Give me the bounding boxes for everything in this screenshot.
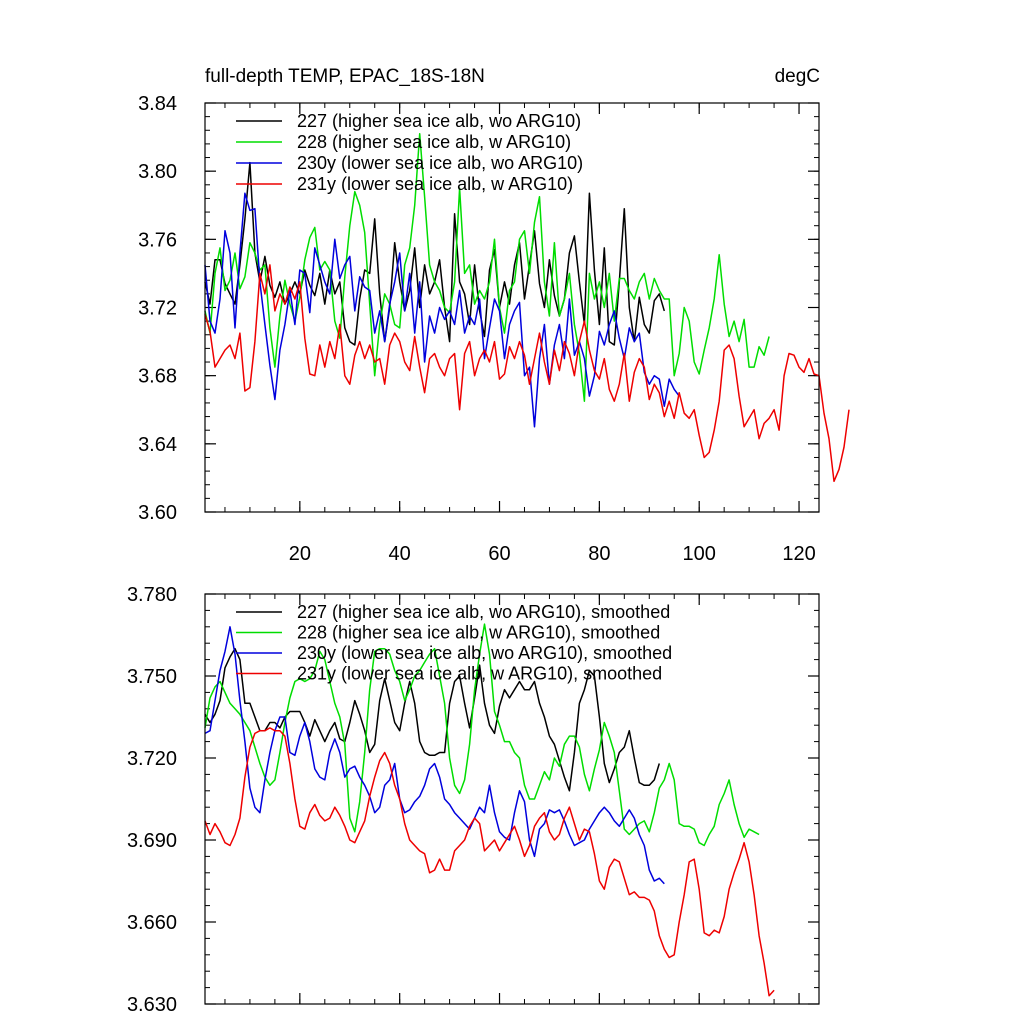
x-tick-label: 20 — [289, 543, 311, 565]
chart-panel-top: full-depth TEMP, EPAC_18S-18N degC 3.603… — [138, 66, 850, 565]
legend-label: 231y (lower sea ice alb, w ARG10) — [297, 174, 573, 194]
y-tick-label: 3.750 — [127, 666, 177, 688]
series-line-2 — [204, 192, 680, 428]
y-tick-label: 3.64 — [138, 434, 177, 456]
series-line-1 — [204, 132, 770, 402]
y-tick-label: 3.76 — [138, 229, 177, 251]
series-lines — [204, 623, 775, 997]
y-tick-label: 3.84 — [138, 93, 177, 115]
y-tick-label: 3.60 — [138, 502, 177, 524]
legend-label: 230y (lower sea ice alb, wo ARG10) — [297, 153, 583, 173]
x-axis-tick-labels: 20 40 60 80 100 120 — [289, 543, 816, 565]
series-line-3 — [204, 727, 775, 997]
y-tick-label: 3.660 — [127, 912, 177, 934]
y-tick-label: 3.68 — [138, 366, 177, 388]
legend-label: 231y (lower sea ice alb, w ARG10), smoot… — [297, 664, 662, 684]
legend: 227 (higher sea ice alb, wo ARG10), smoo… — [236, 602, 672, 684]
x-tick-label: 80 — [588, 543, 610, 565]
legend-label: 228 (higher sea ice alb, w ARG10), smoot… — [297, 623, 660, 643]
y-axis-tick-labels: 3.60 3.64 3.68 3.72 3.76 3.80 3.84 — [138, 93, 177, 524]
plot-frame — [204, 102, 820, 513]
chart-title: full-depth TEMP, EPAC_18S-18N — [205, 66, 485, 87]
x-tick-label: 60 — [488, 543, 510, 565]
y-tick-label: 3.80 — [138, 161, 177, 183]
series-line-0 — [204, 647, 661, 792]
y-axis-tick-labels: 3.630 3.660 3.690 3.720 3.750 3.780 — [127, 584, 177, 1016]
series-line-1 — [204, 623, 760, 847]
chart-units: degC — [775, 66, 820, 87]
series-line-2 — [204, 626, 665, 885]
series-line-3 — [204, 264, 850, 483]
chart-panel-bottom: 3.630 3.660 3.690 3.720 3.750 3.780 227 (high… — [127, 584, 820, 1016]
legend: 227 (higher sea ice alb, wo ARG10)228 (h… — [236, 111, 583, 194]
legend-label: 230y (lower sea ice alb, wo ARG10), smoo… — [297, 643, 672, 663]
y-tick-label: 3.690 — [127, 830, 177, 852]
legend-label: 227 (higher sea ice alb, wo ARG10) — [297, 111, 581, 131]
plot-frame — [204, 593, 820, 1005]
y-tick-label: 3.720 — [127, 748, 177, 770]
y-tick-label: 3.630 — [127, 994, 177, 1016]
x-tick-label: 100 — [683, 543, 716, 565]
legend-label: 228 (higher sea ice alb, w ARG10) — [297, 132, 571, 152]
x-tick-label: 120 — [782, 543, 815, 565]
legend-label: 227 (higher sea ice alb, wo ARG10), smoo… — [297, 602, 670, 622]
y-tick-label: 3.72 — [138, 298, 177, 320]
y-tick-label: 3.780 — [127, 584, 177, 606]
series-lines — [204, 132, 850, 483]
x-tick-label: 40 — [389, 543, 411, 565]
